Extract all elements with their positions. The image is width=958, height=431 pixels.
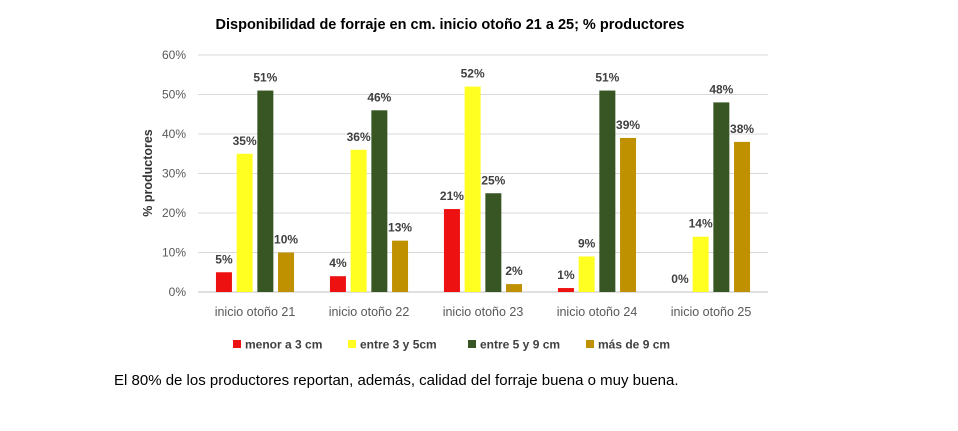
data-label: 46%: [367, 90, 391, 104]
chart: Disponibilidad de forraje en cm. inicio …: [141, 17, 768, 352]
bar: [257, 90, 274, 292]
bar: [485, 193, 502, 292]
bar: [599, 90, 616, 292]
data-label: 21%: [440, 189, 464, 203]
y-tick-label: 30%: [162, 167, 186, 181]
legend: menor a 3 cm entre 3 y 5cm entre 5 y 9 cm m…: [233, 338, 670, 352]
legend-label: menor a 3 cm: [245, 338, 322, 352]
bars: [215, 86, 751, 293]
data-label: 52%: [461, 67, 485, 81]
data-label: 10%: [274, 233, 298, 247]
data-label: 1%: [557, 268, 575, 282]
data-labels: 5% 35% 51% 10% 4% 36% 46% 13% 21% 52% 25% 2% 1% 9% 51%…: [215, 67, 754, 286]
data-label: 51%: [253, 71, 277, 85]
bar: [215, 272, 232, 292]
bar: [557, 288, 574, 292]
bar: [236, 153, 253, 292]
legend-swatch: [586, 340, 594, 348]
data-label: 38%: [730, 122, 754, 136]
data-label: 36%: [347, 130, 371, 144]
y-tick-label: 10%: [162, 246, 186, 260]
data-label: 51%: [595, 71, 619, 85]
x-tick-label: inicio otoño 21: [215, 305, 296, 319]
bar: [278, 252, 295, 292]
x-axis-ticks: inicio otoño 21 inicio otoño 22 inicio oto…: [215, 305, 752, 319]
legend-label: más de 9 cm: [598, 338, 670, 352]
bar: [578, 256, 595, 292]
data-label: 2%: [505, 264, 523, 278]
data-label: 5%: [215, 252, 233, 266]
x-tick-label: inicio otoño 24: [557, 305, 638, 319]
legend-swatch: [468, 340, 476, 348]
data-label: 14%: [689, 217, 713, 231]
bar: [350, 149, 367, 292]
y-tick-label: 60%: [162, 48, 186, 62]
x-tick-label: inicio otoño 25: [671, 305, 752, 319]
legend-swatch: [348, 340, 356, 348]
bar: [392, 240, 409, 292]
data-label: 48%: [709, 82, 733, 96]
bar: [692, 236, 709, 292]
y-axis-ticks: 0% 10% 20% 30% 40% 50% 60%: [162, 48, 186, 299]
bar: [713, 102, 730, 293]
x-tick-label: inicio otoño 23: [443, 305, 524, 319]
bar: [620, 137, 637, 292]
data-label: 25%: [481, 173, 505, 187]
bar: [506, 284, 523, 292]
data-label: 0%: [671, 272, 689, 286]
data-label: 4%: [329, 256, 347, 270]
y-tick-label: 20%: [162, 206, 186, 220]
y-tick-label: 50%: [162, 88, 186, 102]
bar: [371, 110, 388, 292]
bar: [329, 276, 346, 292]
data-label: 9%: [578, 236, 596, 250]
footer-text: El 80% de los productores reportan, adem…: [114, 372, 679, 389]
data-label: 35%: [233, 134, 257, 148]
bar: [443, 209, 460, 292]
legend-swatch: [233, 340, 241, 348]
chart-title: Disponibilidad de forraje en cm. inicio …: [216, 17, 685, 33]
y-tick-label: 0%: [169, 285, 187, 299]
legend-label: entre 3 y 5cm: [360, 338, 437, 352]
y-axis-label: % productores: [141, 129, 155, 217]
bar: [464, 86, 481, 292]
legend-label: entre 5 y 9 cm: [480, 338, 560, 352]
data-label: 13%: [388, 221, 412, 235]
data-label: 39%: [616, 118, 640, 132]
y-tick-label: 40%: [162, 127, 186, 141]
bar: [734, 141, 751, 292]
x-tick-label: inicio otoño 22: [329, 305, 410, 319]
